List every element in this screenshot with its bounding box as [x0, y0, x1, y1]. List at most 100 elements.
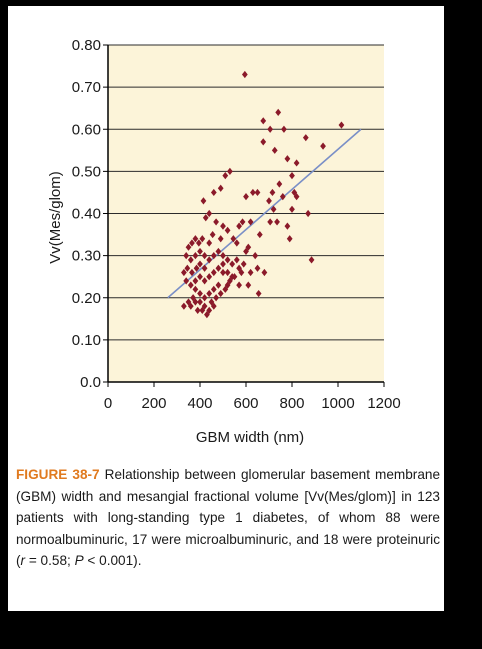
- data-point: [276, 180, 283, 188]
- data-point: [192, 277, 199, 285]
- data-point: [201, 264, 208, 272]
- data-point: [215, 281, 222, 289]
- data-point: [267, 125, 274, 133]
- data-point: [305, 209, 311, 218]
- data-point: [250, 188, 256, 197]
- data-point: [202, 214, 209, 222]
- data-point: [217, 184, 224, 192]
- data-point: [197, 289, 203, 298]
- y-tick-label: 0.70: [72, 79, 101, 96]
- data-point: [215, 247, 222, 256]
- data-point: [281, 125, 287, 133]
- x-tick-label: 400: [187, 395, 212, 412]
- data-point: [199, 235, 206, 243]
- data-point: [255, 289, 262, 298]
- data-point: [201, 252, 208, 260]
- data-point: [227, 277, 233, 285]
- data-point: [260, 117, 267, 125]
- data-point: [320, 142, 326, 150]
- data-point: [240, 260, 247, 268]
- data-point: [230, 235, 237, 243]
- y-tick-label: 0.10: [72, 332, 101, 349]
- data-point: [220, 252, 226, 260]
- data-point: [189, 268, 195, 277]
- data-point: [217, 289, 224, 298]
- data-point: [197, 273, 203, 281]
- data-point: [284, 155, 291, 163]
- data-point: [256, 230, 263, 239]
- data-point: [224, 226, 231, 234]
- data-point: [204, 311, 210, 319]
- data-point: [192, 298, 199, 306]
- x-tick-label: 1000: [321, 395, 354, 412]
- data-point: [181, 268, 187, 277]
- data-point: [269, 188, 276, 197]
- r-value: = 0.58;: [25, 553, 75, 569]
- data-point: [252, 252, 259, 260]
- data-point: [247, 268, 254, 277]
- data-point: [238, 268, 245, 277]
- data-point: [183, 252, 190, 260]
- data-point: [201, 294, 208, 302]
- data-point: [289, 205, 295, 213]
- data-point: [194, 306, 201, 314]
- data-point: [192, 285, 199, 293]
- data-point: [206, 239, 213, 247]
- data-point: [220, 268, 226, 277]
- data-point: [181, 302, 187, 310]
- figure-label: FIGURE 38-7: [16, 467, 100, 482]
- data-point: [189, 239, 195, 247]
- data-point: [302, 134, 309, 142]
- x-axis-label: GBM width (nm): [196, 429, 304, 446]
- data-point: [200, 197, 207, 205]
- data-point: [197, 298, 203, 306]
- data-point: [236, 222, 242, 230]
- data-point: [197, 247, 203, 256]
- x-tick-label: 1200: [367, 395, 400, 412]
- data-point: [231, 273, 238, 281]
- r-symbol: r: [20, 553, 26, 569]
- y-tick-label: 0.0: [80, 374, 101, 391]
- data-point: [210, 252, 217, 260]
- data-point: [254, 188, 261, 197]
- data-point: [213, 294, 219, 302]
- x-tick-label: 200: [141, 395, 166, 412]
- data-point: [247, 218, 254, 226]
- data-point: [220, 222, 226, 230]
- data-point: [183, 277, 190, 285]
- data-point: [236, 281, 242, 289]
- data-point: [201, 277, 208, 285]
- data-point: [197, 260, 203, 268]
- x-tick-label: 0: [104, 395, 112, 412]
- scatter-chart: 0.0 0.10 0.20 0.30 0.40 0.50 0.60 0.70 0.80 0 200…: [47, 37, 401, 446]
- data-point: [215, 264, 222, 272]
- figure-page: 0.0 0.10 0.20 0.30 0.40 0.50 0.60 0.70 0.80 0 200…: [8, 6, 444, 611]
- data-point: [209, 230, 216, 239]
- data-point: [187, 302, 194, 310]
- data-point: [267, 218, 274, 226]
- data-point: [224, 268, 231, 277]
- data-point: [195, 239, 202, 247]
- data-point: [227, 167, 233, 175]
- data-point: [338, 121, 345, 129]
- data-point: [284, 222, 291, 230]
- data-point: [187, 281, 194, 289]
- y-axis-label: Vv(Mes/glom): [47, 171, 64, 264]
- data-point: [245, 281, 252, 289]
- data-point: [192, 252, 199, 260]
- data-point: [208, 298, 215, 306]
- trendline-group: [167, 128, 362, 299]
- data-point: [233, 239, 240, 247]
- data-point: [270, 205, 277, 213]
- data-point: [293, 159, 300, 167]
- y-tick-label: 0.50: [72, 163, 101, 180]
- data-point: [206, 209, 213, 218]
- gridlines: [108, 44, 384, 341]
- x-tick-label: 600: [233, 395, 258, 412]
- data-point: [286, 235, 293, 243]
- data-point: [243, 193, 249, 201]
- data-point: [229, 260, 236, 268]
- caption-text: Relationship between glomerular basement…: [16, 467, 441, 569]
- data-point: [201, 302, 208, 310]
- x-tick-label: 800: [279, 395, 304, 412]
